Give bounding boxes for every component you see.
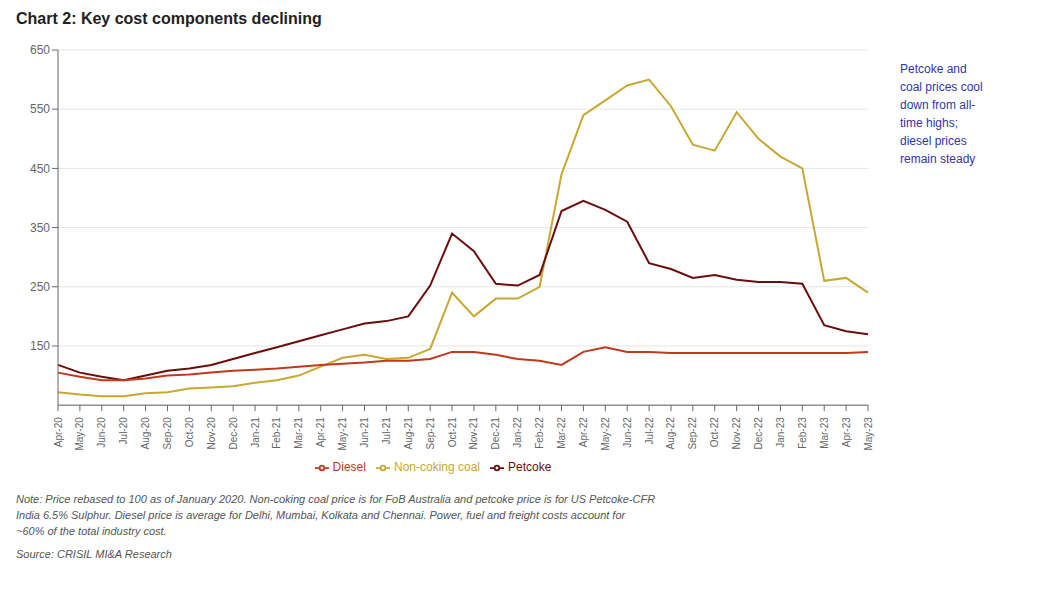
svg-text:Jan-21: Jan-21 [250, 417, 261, 448]
svg-text:650: 650 [30, 43, 50, 57]
svg-text:Apr-20: Apr-20 [53, 417, 64, 447]
svg-text:Sep-22: Sep-22 [687, 417, 698, 450]
html-text:Note: Price rebased to 100 as: Note: Price rebased to 100 as of January… [16, 493, 656, 537]
html-text:Chart 2: Key cost components d: Chart 2: Key cost components declining [16, 10, 322, 27]
html-text:Petcoke and coal prices cool d: Petcoke and coal prices cool down from a… [900, 62, 983, 166]
svg-text:Nov-20: Nov-20 [206, 417, 217, 450]
svg-text:Apr-21: Apr-21 [315, 417, 326, 447]
svg-text:150: 150 [30, 339, 50, 353]
html-text:Diesel: Diesel [332, 460, 366, 475]
svg-text:Jan-22: Jan-22 [512, 417, 523, 448]
svg-text:Feb-23: Feb-23 [797, 417, 808, 449]
svg-text:Oct-21: Oct-21 [447, 417, 458, 447]
svg-text:Aug-22: Aug-22 [665, 417, 676, 450]
svg-text:Aug-20: Aug-20 [140, 417, 151, 450]
html-text:Source: CRISIL MI&A Research: Source: CRISIL MI&A Research [16, 548, 172, 560]
svg-text:May-22: May-22 [600, 417, 611, 451]
svg-text:250: 250 [30, 280, 50, 294]
svg-text:May-20: May-20 [74, 417, 85, 451]
svg-text:Dec-20: Dec-20 [228, 417, 239, 450]
svg-text:Mar-22: Mar-22 [556, 417, 567, 449]
svg-text:Oct-22: Oct-22 [709, 417, 720, 447]
svg-text:Jun-22: Jun-22 [622, 417, 633, 448]
svg-text:Jun-21: Jun-21 [359, 417, 370, 448]
svg-text:May-21: May-21 [337, 417, 348, 451]
svg-text:Jul-21: Jul-21 [381, 417, 392, 445]
svg-text:Aug-21: Aug-21 [403, 417, 414, 450]
svg-text:350: 350 [30, 221, 50, 235]
svg-text:Apr-23: Apr-23 [841, 417, 852, 447]
svg-text:Dec-22: Dec-22 [753, 417, 764, 450]
svg-text:Oct-20: Oct-20 [184, 417, 195, 447]
svg-text:Dec-21: Dec-21 [490, 417, 501, 450]
svg-text:Mar-21: Mar-21 [293, 417, 304, 449]
svg-text:450: 450 [30, 162, 50, 176]
svg-text:Nov-22: Nov-22 [731, 417, 742, 450]
svg-text:Sep-20: Sep-20 [162, 417, 173, 450]
svg-text:Feb-21: Feb-21 [271, 417, 282, 449]
svg-text:Jan-23: Jan-23 [775, 417, 786, 448]
svg-text:Sep-21: Sep-21 [425, 417, 436, 450]
html-text:Non-coking coal: Non-coking coal [394, 460, 480, 475]
svg-text:Jul-22: Jul-22 [644, 417, 655, 445]
svg-text:Feb-22: Feb-22 [534, 417, 545, 449]
svg-text:Nov-21: Nov-21 [468, 417, 479, 450]
svg-text:550: 550 [30, 102, 50, 116]
svg-text:Apr-22: Apr-22 [578, 417, 589, 447]
svg-text:Mar-23: Mar-23 [819, 417, 830, 449]
svg-text:May-23: May-23 [863, 417, 874, 451]
svg-text:Jul-20: Jul-20 [118, 417, 129, 445]
html-text:Petcoke: Petcoke [508, 460, 552, 475]
svg-text:Jun-20: Jun-20 [96, 417, 107, 448]
